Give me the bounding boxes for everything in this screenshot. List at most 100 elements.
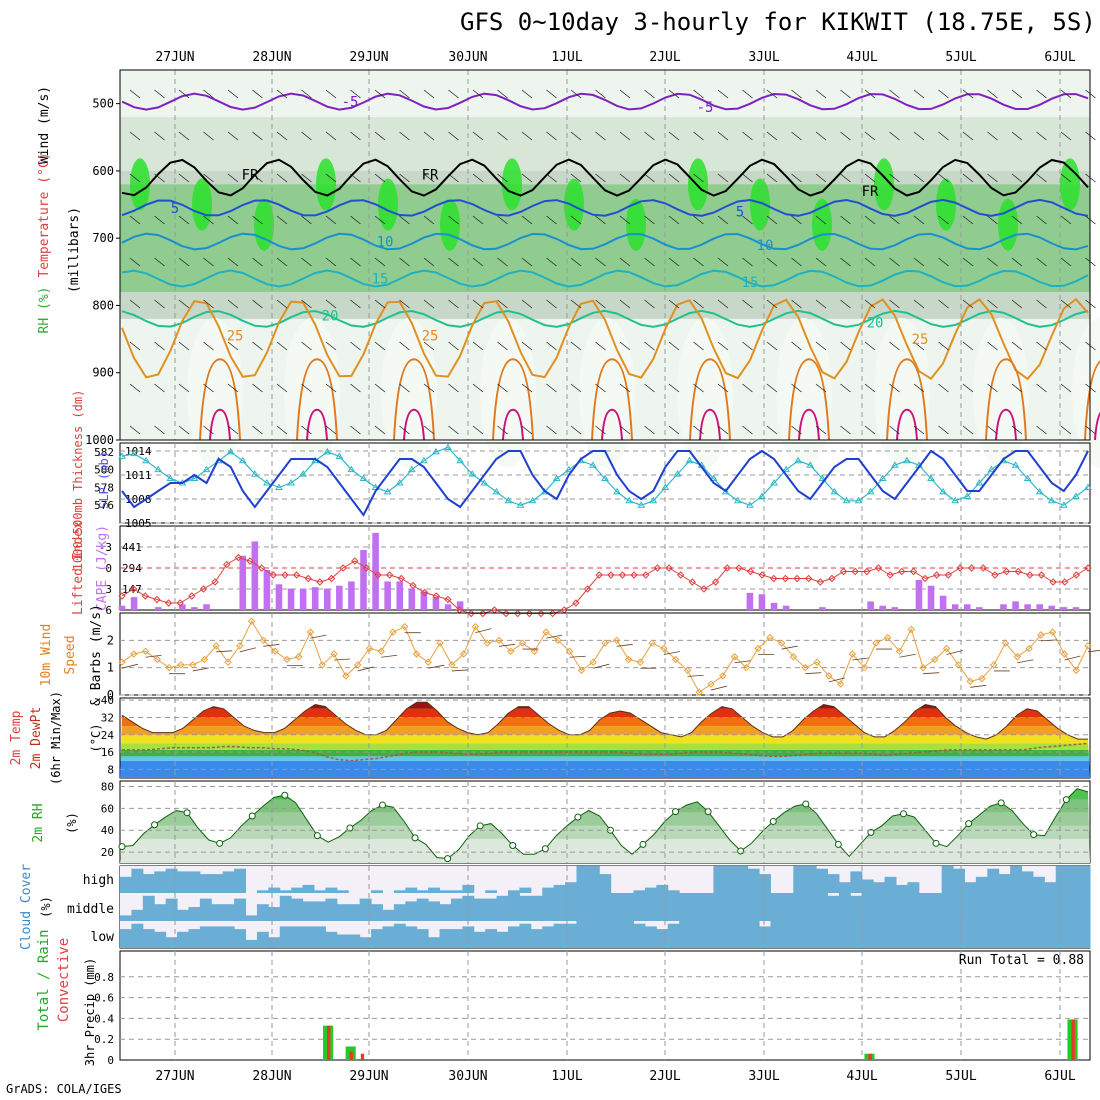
wind-point	[306, 628, 315, 636]
wind-barb	[668, 299, 680, 309]
wind-barb	[791, 215, 802, 225]
wind-barb	[962, 257, 974, 267]
temp-tick-16: 16	[101, 746, 114, 759]
wind-point	[1013, 653, 1022, 661]
thickness-tick-578: 578	[94, 481, 114, 494]
wind-barb	[766, 89, 778, 99]
rh-high-8	[626, 198, 646, 251]
wind-barb	[1060, 257, 1072, 267]
cloud-bar-middle	[850, 895, 863, 921]
li-tick-3: 3	[105, 583, 112, 596]
wind-barb	[497, 173, 508, 183]
wind-barb	[325, 425, 337, 435]
rh-band-1	[120, 825, 1090, 839]
wind-point	[224, 658, 232, 666]
temp-line	[121, 701, 1088, 740]
cloud-bar-middle	[314, 901, 326, 921]
wind-barb	[521, 341, 533, 351]
cape-bar	[275, 584, 283, 610]
wind-barb	[987, 89, 998, 99]
isotherm-30-8	[985, 358, 1027, 441]
wind-barb	[987, 341, 998, 351]
li-point	[618, 571, 627, 579]
wind-barb	[423, 383, 435, 393]
ylabel-temperature: Temperature (°C)	[37, 152, 52, 277]
ylabel-rh: RH (%)	[37, 287, 52, 334]
rh-high-2	[254, 198, 274, 251]
wind-point	[1048, 628, 1057, 636]
thickness-point	[516, 501, 525, 508]
wind-barb	[791, 299, 802, 309]
wind-barb	[595, 257, 606, 267]
contour-label-15: 25	[912, 332, 929, 348]
wind-barb	[766, 383, 778, 393]
wind-barb	[154, 299, 165, 309]
isotherm-35-9	[1094, 411, 1100, 441]
wind-point	[130, 650, 138, 658]
cape-bar	[1060, 607, 1068, 610]
pressure-tick-600: 600	[92, 164, 114, 178]
cloud-bar-middle	[245, 915, 258, 921]
isotherm-30-0	[199, 358, 241, 441]
wind-barb	[203, 383, 214, 393]
contour-label-5: 5	[171, 201, 179, 217]
wind-barb	[497, 131, 508, 141]
wind-barb	[791, 257, 802, 267]
wind-barb	[325, 89, 337, 99]
wind-barb	[570, 425, 582, 435]
wind-tick-0: 0	[107, 688, 114, 702]
wind-barb	[840, 341, 851, 351]
cloud-bar-middle	[416, 898, 429, 921]
isotherm-t25	[121, 297, 1089, 381]
wind-point	[966, 677, 974, 686]
wind-point	[648, 639, 656, 647]
cape-bar	[1072, 607, 1080, 610]
temp-band-1	[120, 756, 1090, 761]
li-point	[595, 571, 603, 579]
wind-barb	[276, 257, 288, 267]
cloud-bar-middle	[336, 904, 349, 921]
cloud-bar-high	[1044, 882, 1057, 893]
wind-barb	[276, 299, 288, 309]
wind-barb-10m	[828, 677, 845, 683]
ylabel-rh-pct: (%)	[65, 812, 79, 834]
ylabel-wind: Wind (m/s)	[37, 86, 52, 164]
contour-label-10: 15	[742, 275, 759, 291]
wind-barb	[644, 257, 655, 267]
cloud-bar-high	[793, 866, 806, 893]
wind-barb-10m	[216, 650, 233, 653]
wind-point	[342, 672, 350, 680]
wind-barb	[913, 257, 925, 267]
wind-barb	[472, 173, 484, 183]
wind-barb	[864, 215, 876, 225]
li-point	[758, 571, 766, 579]
wind-barb	[717, 131, 729, 141]
wind-point	[565, 647, 574, 655]
wind-barb	[1036, 173, 1047, 183]
rh-band-0	[120, 838, 1090, 863]
rh-point	[574, 813, 582, 821]
cloud-bar-middle	[348, 904, 361, 921]
contour-label-7: 10	[377, 235, 394, 251]
wind-barb	[766, 173, 778, 183]
wind-barb	[129, 257, 141, 267]
thickness-point	[347, 465, 356, 473]
thickness-point	[238, 456, 247, 464]
wind-barb	[619, 383, 631, 393]
thickness-point	[190, 474, 199, 482]
wind-barb	[178, 425, 190, 435]
cloud-bar-high	[827, 874, 840, 893]
cloud-bar-middle	[633, 893, 646, 921]
wind-point	[860, 663, 868, 672]
wind-barb	[546, 131, 557, 141]
isotherm-30-5	[689, 358, 731, 441]
cloud-bar-low	[576, 921, 589, 948]
rh-high-1	[192, 178, 212, 231]
li-point	[676, 571, 685, 579]
isotherm-30-3	[492, 358, 534, 441]
thickness-frame	[119, 442, 1091, 524]
temp-band-0	[120, 760, 1090, 778]
isotherm-30-1	[296, 358, 338, 441]
li-point	[828, 574, 836, 583]
cloud-bar-low	[1010, 921, 1023, 948]
